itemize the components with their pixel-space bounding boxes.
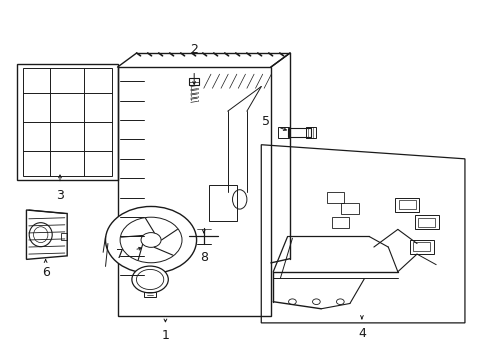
Bar — [417, 218, 434, 226]
Text: 1: 1 — [161, 329, 169, 342]
Bar — [414, 215, 438, 229]
Circle shape — [132, 266, 168, 293]
Bar — [287, 128, 310, 136]
Bar — [305, 127, 316, 138]
Bar — [412, 242, 429, 251]
Circle shape — [105, 207, 196, 274]
Bar — [341, 203, 358, 213]
Text: 7: 7 — [116, 248, 123, 261]
Text: 4: 4 — [357, 327, 365, 340]
Text: 5: 5 — [262, 115, 269, 128]
Bar — [144, 292, 156, 297]
Bar — [331, 217, 348, 228]
Bar — [326, 192, 344, 203]
Bar — [208, 185, 237, 221]
Bar — [395, 198, 419, 212]
Bar — [398, 200, 415, 209]
Text: 8: 8 — [200, 251, 207, 264]
Text: 6: 6 — [41, 266, 49, 279]
Bar — [188, 78, 199, 85]
Text: 2: 2 — [190, 43, 198, 56]
Text: 3: 3 — [56, 189, 64, 202]
Bar — [117, 67, 270, 316]
Bar — [61, 233, 67, 240]
Bar — [278, 127, 288, 138]
Bar — [409, 240, 433, 254]
